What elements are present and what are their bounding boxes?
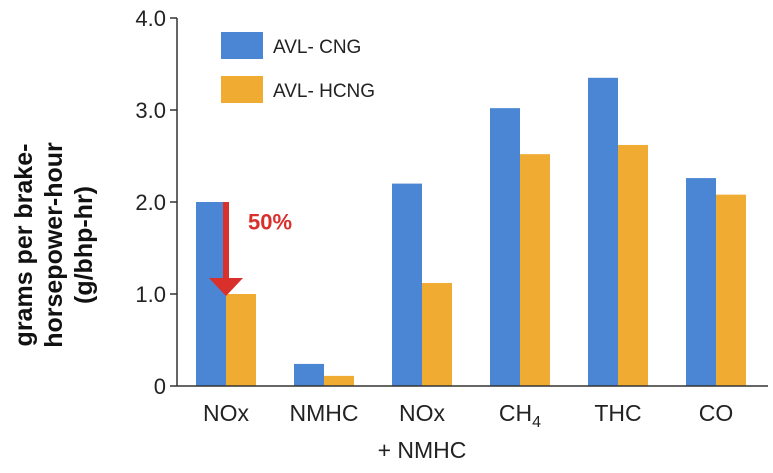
bar-cng — [588, 77, 618, 387]
x-category-label: CH4 — [499, 400, 541, 431]
y-axis-title: grams per brake- horsepower-hour (g/bhp-… — [10, 142, 98, 348]
x-category-label: CO — [699, 400, 734, 426]
x-category-label: THC — [594, 400, 641, 426]
bar-cng — [196, 202, 226, 386]
x-category-label: NOx — [399, 400, 446, 426]
x-category-label-line-2: + NMHC — [378, 437, 467, 463]
legend-swatch-hcng — [221, 76, 263, 103]
y-axis-title-line-1: grams per brake- — [10, 144, 38, 347]
legend: AVL- CNG AVL- HCNG — [221, 32, 375, 103]
y-tick-label: 1.0 — [135, 282, 166, 307]
x-category-main: CH — [499, 400, 532, 426]
x-category-label: NOx — [203, 400, 250, 426]
bar-cng — [490, 108, 520, 386]
annotation-arrow-head — [209, 278, 243, 296]
y-tick-label: 2.0 — [135, 190, 166, 215]
bar-hcng — [226, 294, 256, 386]
bar-hcng — [520, 154, 550, 386]
x-category-subscript: 4 — [532, 414, 541, 431]
bar-hcng — [716, 194, 746, 386]
bar-cng — [294, 363, 324, 386]
legend-label-cng: AVL- CNG — [273, 37, 361, 58]
y-tick-label: 0 — [154, 374, 166, 399]
bar-hcng — [618, 144, 648, 386]
y-axis-title-line-2: horsepower-hour — [40, 142, 68, 348]
y-tick-label: 4.0 — [135, 6, 166, 31]
reduction-annotation: 50% — [209, 202, 292, 296]
bar-hcng — [324, 375, 354, 386]
y-axis-title-line-3: (g/bhp-hr) — [70, 186, 98, 304]
legend-swatch-cng — [221, 32, 263, 59]
y-tick-label: 3.0 — [135, 98, 166, 123]
bar-cng — [392, 183, 422, 386]
bar-hcng — [422, 282, 452, 386]
legend-label-hcng: AVL- HCNG — [273, 81, 375, 102]
x-category-label: NMHC — [290, 400, 359, 426]
bar-cng — [686, 178, 716, 386]
annotation-label: 50% — [248, 210, 292, 235]
